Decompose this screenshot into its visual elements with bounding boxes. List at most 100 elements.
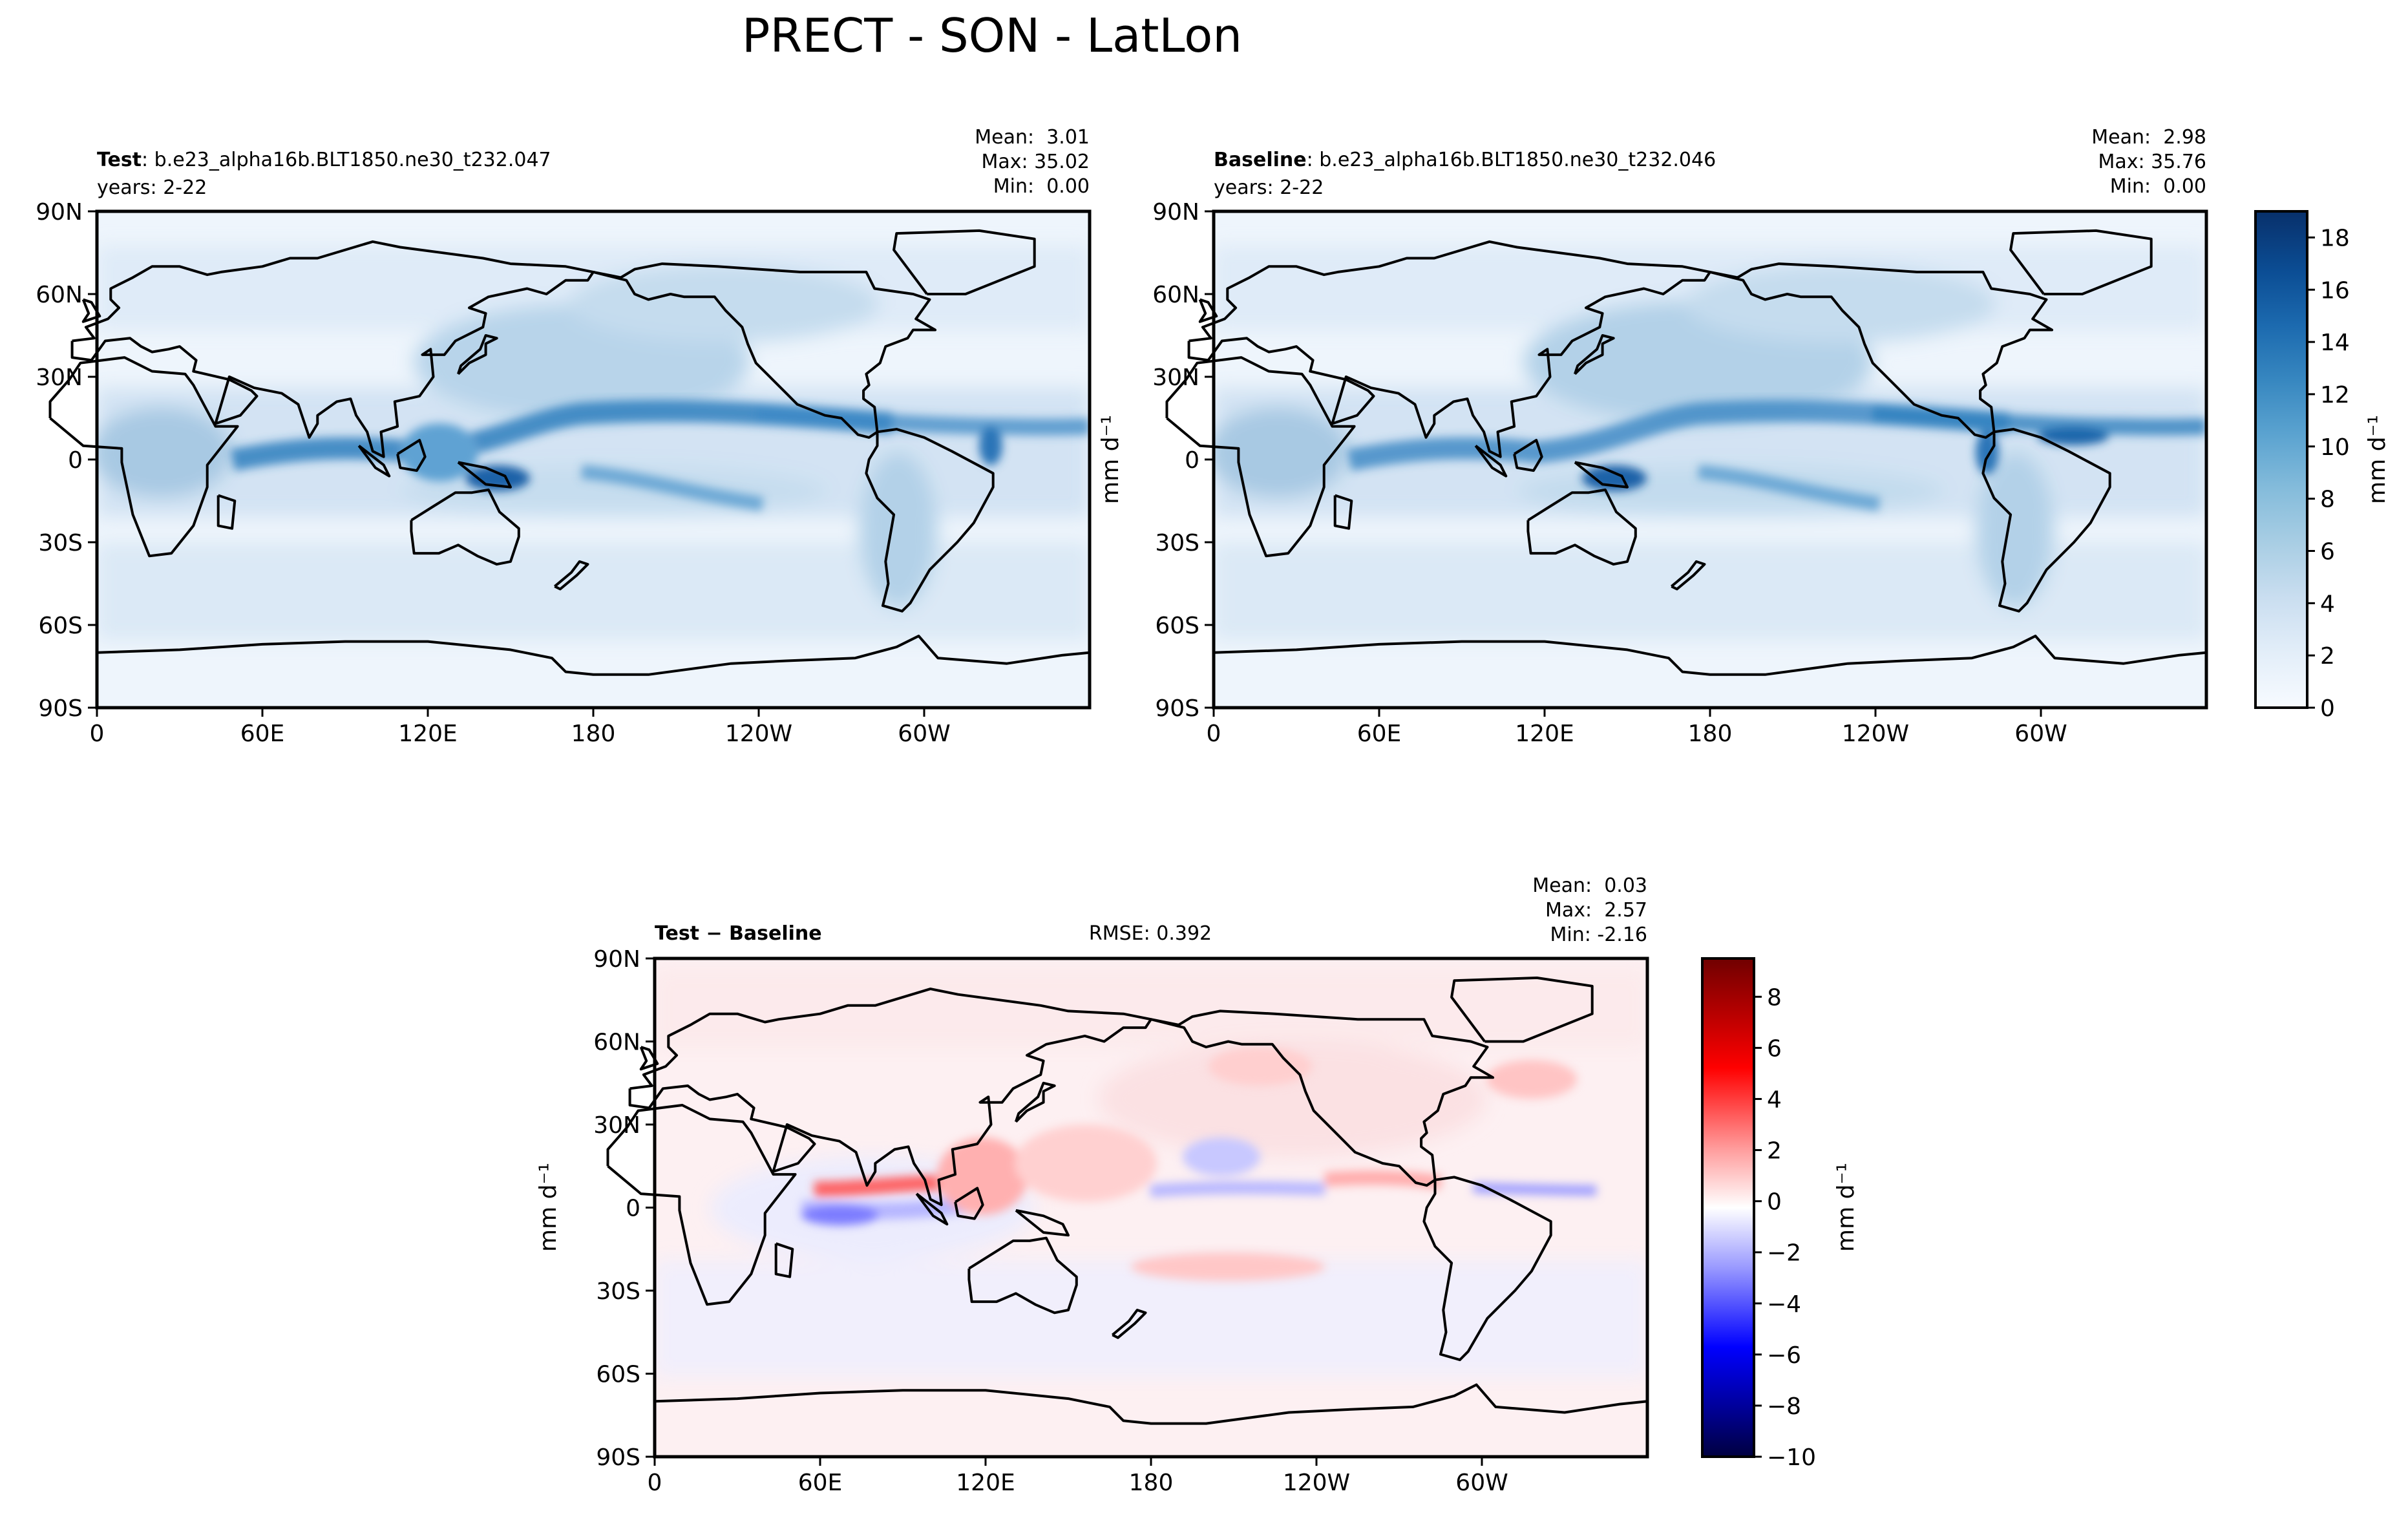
diff-coastline-1 [628, 988, 1152, 1207]
test-coastline-2 [593, 262, 937, 439]
diff-coastlines [606, 977, 1649, 1458]
precip-colorbar-tick-label: 0 [2320, 695, 2335, 722]
diff-colorbar-tick-label: 2 [1767, 1138, 1782, 1165]
baseline-coastline-7 [1574, 334, 1615, 375]
test-xtick-label: 120E [398, 721, 457, 747]
diff-coastline-10 [954, 1187, 984, 1220]
diff-map-field [655, 958, 1647, 1457]
diff-colorbar-tick-label: −2 [1767, 1240, 1801, 1267]
top-units-label: mm d⁻¹ [1097, 415, 1124, 504]
precip-colorbar: 0 2 4 6 8 10 12 14 16 18 mm d⁻¹ [2254, 210, 2391, 722]
test-coastlines [48, 229, 1091, 709]
precip-colorbar-tick-label: 4 [2320, 591, 2335, 617]
diff-ytick-label: 60S [596, 1362, 640, 1388]
test-label-bold: Test [97, 149, 142, 171]
diff-coastline-7 [1015, 1081, 1056, 1123]
baseline-coastline-9 [1474, 445, 1508, 478]
baseline-xtick-label: 180 [1688, 721, 1733, 747]
diff-axes: 0 60E 120E 180 120W 60W 90N 60N 30N 0 30S 60S 90S [593, 946, 1508, 1496]
baseline-label: Baseline: b.e23_alpha16b.BLT1850.ne30_t2… [1214, 149, 1716, 171]
test-ytick-label: 30S [38, 530, 83, 556]
diff-ytick-label: 90S [596, 1444, 640, 1471]
baseline-precip-broad [1214, 246, 2206, 640]
precip-colorbar-label: mm d⁻¹ [2364, 415, 2391, 504]
test-map-field [97, 211, 1090, 708]
baseline-xtick-label: 120W [1842, 721, 1909, 747]
diff-coastline-0 [606, 1104, 797, 1306]
test-ytick-label: 0 [68, 447, 83, 474]
baseline-coastline-3 [1981, 428, 2111, 613]
test-years: years: 2-22 [97, 176, 207, 199]
test-stat-mean: Mean: 3.01 [975, 126, 1090, 149]
test-coastline-6 [892, 229, 1036, 295]
test-xtick-label: 120W [725, 721, 792, 747]
baseline-ytick-label: 0 [1185, 447, 1199, 474]
diff-xtick-label: 0 [648, 1470, 662, 1496]
test-ytick-label: 30N [36, 365, 83, 391]
test-label-rest: : b.e23_alpha16b.BLT1850.ne30_t232.047 [142, 149, 551, 171]
baseline-ytick-label: 90S [1155, 695, 1199, 722]
diff-stat-max: Max: 2.57 [1545, 899, 1647, 922]
baseline-stat-max: Max: 35.76 [2098, 151, 2206, 173]
diff-coastline-2 [1150, 1009, 1495, 1187]
test-coastline-9 [357, 445, 391, 478]
precip-colorbar-tick-label: 8 [2320, 487, 2335, 513]
test-coastline-3 [865, 428, 995, 613]
baseline-xtick-label: 0 [1207, 721, 1221, 747]
test-xtick-label: 60W [898, 721, 950, 747]
baseline-xtick-label: 60W [2014, 721, 2067, 747]
baseline-ytick-label: 60S [1155, 613, 1199, 639]
baseline-coastline-5 [1212, 635, 2208, 709]
baseline-coastline-2 [1709, 262, 2054, 439]
test-label: Test: b.e23_alpha16b.BLT1850.ne30_t232.0… [97, 149, 551, 171]
baseline-coastline-4 [1526, 488, 1637, 566]
baseline-xtick-label: 120E [1515, 721, 1574, 747]
test-coastline-7 [457, 334, 498, 375]
precip-colorbar-tick-label: 6 [2320, 538, 2335, 565]
diff-stat-min: Min: -2.16 [1550, 924, 1648, 946]
baseline-coastline-0 [1165, 356, 1356, 558]
diff-colorbar-label: mm d⁻¹ [1833, 1163, 1859, 1252]
test-stat-min: Min: 0.00 [993, 175, 1090, 198]
baseline-axes: 0 60E 120E 180 120W 60W 90N 60N 30N 0 30S 60S 90S [1152, 199, 2067, 747]
diff-ytick-label: 30S [596, 1278, 640, 1305]
diff-ytick-label: 30N [593, 1112, 640, 1139]
panel-baseline: Baseline: b.e23_alpha16b.BLT1850.ne30_t2… [1212, 126, 2208, 710]
diff-xtick-label: 60W [1455, 1470, 1508, 1496]
diff-colorbar-tick-label: −6 [1767, 1342, 1801, 1369]
baseline-years: years: 2-22 [1214, 176, 1324, 199]
test-ytick-label: 90S [38, 695, 83, 722]
baseline-label-rest: : b.e23_alpha16b.BLT1850.ne30_t232.046 [1307, 149, 1716, 171]
panel-diff: Test − Baseline RMSE: 0.392 Mean: 0.03 M… [535, 874, 1649, 1459]
diff-coastline-3 [1422, 1176, 1552, 1362]
diff-xtick-label: 180 [1129, 1470, 1174, 1496]
test-xtick-label: 180 [571, 721, 616, 747]
diff-anomalies [801, 1047, 1597, 1281]
baseline-ytick-label: 30S [1155, 530, 1199, 556]
test-coastline-10 [396, 439, 427, 472]
diff-ytick-label: 60N [593, 1030, 640, 1056]
diff-units-label: mm d⁻¹ [535, 1163, 562, 1252]
test-ytick-label: 90N [36, 199, 83, 226]
test-xtick-label: 0 [90, 721, 105, 747]
baseline-coastline-10 [1513, 439, 1543, 472]
test-coastline-8 [457, 461, 512, 489]
diff-colorbar-tick-label: 0 [1767, 1189, 1782, 1216]
baseline-coastline-6 [2009, 229, 2153, 295]
test-axes: 0 60E 120E 180 120W 60W 90N 60N 30N 0 30S 60S 90S [36, 199, 950, 747]
diff-coastline-4 [967, 1236, 1078, 1315]
test-stat-max: Max: 35.02 [981, 151, 1090, 173]
baseline-ytick-label: 90N [1152, 199, 1199, 226]
diff-coastline-6 [1450, 977, 1594, 1043]
baseline-label-bold: Baseline [1214, 149, 1307, 171]
diff-xtick-label: 60E [798, 1470, 843, 1496]
test-coastline-11 [217, 494, 237, 530]
test-ytick-label: 60N [36, 282, 83, 308]
baseline-coastline-13 [1671, 560, 1706, 591]
diff-rmse: RMSE: 0.392 [1089, 922, 1212, 945]
figure-title: PRECT - SON - LatLon [742, 8, 1242, 63]
baseline-xtick-label: 60E [1357, 721, 1402, 747]
diff-colorbar-tick-label: 4 [1767, 1086, 1782, 1113]
test-ytick-label: 60S [38, 613, 83, 639]
